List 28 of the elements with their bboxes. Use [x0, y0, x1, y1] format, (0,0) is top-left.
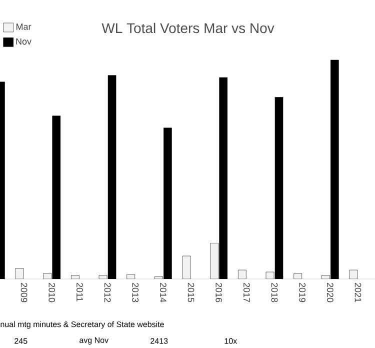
x-tick-label: 2017: [243, 282, 250, 302]
x-tick-label: 2011: [76, 282, 83, 302]
legend-label: Mar: [16, 24, 32, 30]
text: 2413: [150, 338, 168, 344]
x-tick-label: 2016: [216, 282, 222, 302]
bar: [126, 274, 136, 279]
text: 10x: [224, 338, 238, 344]
x-tick-label: 2014: [160, 282, 166, 302]
bar: [182, 256, 191, 279]
x-tick-label: 2020: [326, 282, 334, 302]
bar: [15, 268, 24, 279]
legend-label: Nov: [16, 38, 32, 45]
bar: [71, 275, 80, 279]
x-tick-label: 2021: [354, 282, 362, 302]
x-tick-label: 2018: [271, 282, 278, 302]
bar: [238, 270, 246, 279]
x-tick-label: 2019: [299, 282, 306, 302]
text: nual mtg minutes & Secretary of State website: [0, 321, 164, 329]
text: avg Nov: [80, 337, 109, 345]
x-tick-label: 2009: [20, 282, 28, 302]
text: 245: [14, 338, 28, 344]
x-tick-label: 2015: [188, 282, 194, 302]
chart-title: WL Total Voters Mar vs Nov: [102, 22, 274, 34]
bar: [294, 273, 302, 279]
bar: [349, 270, 358, 279]
x-tick-label: 2010: [48, 282, 56, 302]
x-tick-label: 2012: [104, 282, 111, 302]
x-tick-label: 2013: [132, 282, 139, 302]
